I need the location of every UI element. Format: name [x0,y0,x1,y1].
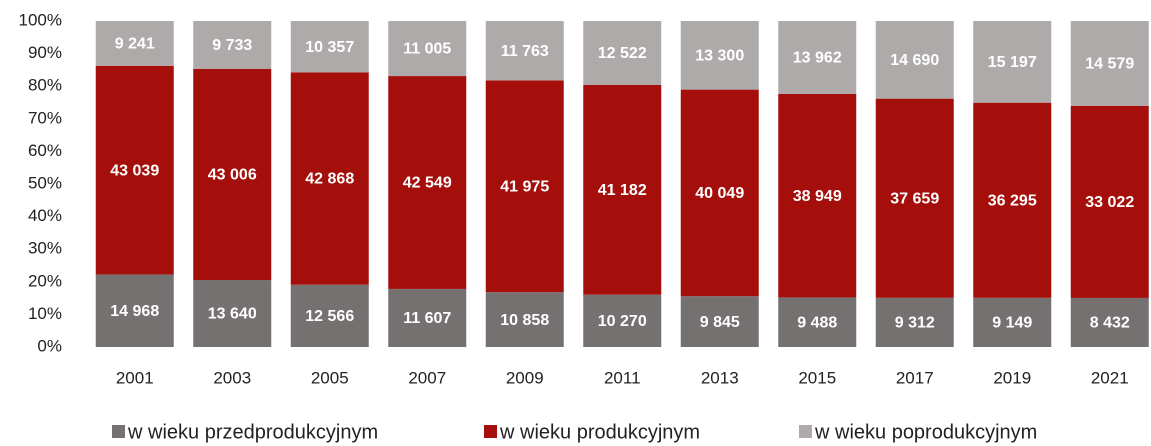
x-tick-label: 2005 [311,368,349,387]
value-label: 41 182 [598,182,647,199]
x-tick-label: 2013 [701,368,739,387]
bar-segment [680,296,759,347]
value-label: 14 690 [890,52,939,69]
y-tick-label: 60% [28,141,62,160]
value-label: 14 968 [110,303,159,320]
bar-segment [1070,297,1149,347]
bar-segment [388,76,467,289]
legend-swatch [112,425,125,438]
bar-segment [388,288,467,347]
bar-segment [95,21,174,66]
x-tick-label: 2019 [993,368,1031,387]
value-label: 36 295 [988,192,1037,209]
y-tick-label: 90% [28,43,62,62]
y-tick-label: 20% [28,271,62,290]
value-label: 41 975 [500,179,549,196]
legend-swatch [799,425,812,438]
x-tick-label: 2015 [798,368,836,387]
bar-segment [778,21,857,94]
bar-segment [583,294,662,347]
value-label: 8 432 [1090,315,1130,332]
bar-segment [290,284,369,347]
value-label: 43 006 [208,167,257,184]
value-label: 38 949 [793,188,842,205]
value-label: 14 579 [1085,56,1134,73]
bar-segment [193,68,272,281]
value-label: 9 149 [992,315,1032,332]
value-label: 12 566 [305,308,354,325]
bar-segment [875,21,954,99]
bar-segment [875,98,954,298]
value-label: 11 607 [403,310,451,327]
bar-segment [193,280,272,347]
x-tick-label: 2003 [213,368,251,387]
y-tick-label: 10% [28,304,62,323]
bar-segment [973,21,1052,103]
value-label: 13 640 [208,306,257,323]
bar-segment [485,21,564,81]
value-label: 40 049 [695,185,744,202]
bar-segment [680,21,759,90]
value-label: 9 241 [115,36,155,53]
value-label: 13 962 [793,50,842,67]
y-tick-label: 70% [28,108,62,127]
value-label: 9 733 [212,37,252,54]
x-tick-label: 2021 [1091,368,1129,387]
value-label: 9 312 [895,315,935,332]
legend-label: w wieku poprodukcyjnym [814,421,1037,443]
value-label: 43 039 [110,162,159,179]
bar-segment [583,84,662,295]
value-label: 11 763 [501,43,549,60]
bar-segment [973,102,1052,298]
value-label: 10 270 [598,313,647,330]
x-tick-label: 2017 [896,368,934,387]
bar-segment [1070,21,1149,106]
x-tick-label: 2011 [604,368,641,387]
x-tick-label: 2001 [116,368,154,387]
bar-segment [290,72,369,285]
bar-segment [485,292,564,347]
bar-segment [193,21,272,69]
bar-segment [875,297,954,347]
value-label: 9 845 [700,314,740,331]
value-label: 15 197 [988,54,1037,71]
bar-segment [778,297,857,347]
value-label: 42 549 [403,175,452,192]
y-tick-label: 40% [28,206,62,225]
bar-segment [973,297,1052,347]
bar-segment [290,21,369,73]
bar-segment [1070,105,1149,298]
y-tick-label: 100% [19,10,62,29]
legend-swatch [484,425,497,438]
y-tick-label: 80% [28,76,62,95]
bar-segment [680,89,759,297]
value-label: 12 522 [598,45,647,62]
value-label: 42 868 [305,171,354,188]
legend-label: w wieku przedprodukcyjnym [127,421,378,443]
legend-label: w wieku produkcyjnym [499,421,700,443]
y-tick-label: 30% [28,239,62,258]
value-label: 9 488 [797,314,837,331]
value-label: 33 022 [1085,194,1134,211]
value-label: 10 357 [305,39,354,56]
value-label: 11 005 [403,41,451,58]
value-label: 13 300 [695,48,744,65]
x-tick-label: 2009 [506,368,544,387]
x-tick-label: 2007 [408,368,446,387]
value-label: 10 858 [500,312,549,329]
y-tick-label: 0% [37,336,62,355]
bar-segment [95,65,174,275]
y-tick-label: 50% [28,173,62,192]
bar-segment [583,21,662,85]
bar-segment [388,21,467,77]
bar-segment [95,274,174,347]
bar-segment [485,80,564,293]
bar-segment [778,93,857,298]
value-label: 37 659 [890,190,939,207]
